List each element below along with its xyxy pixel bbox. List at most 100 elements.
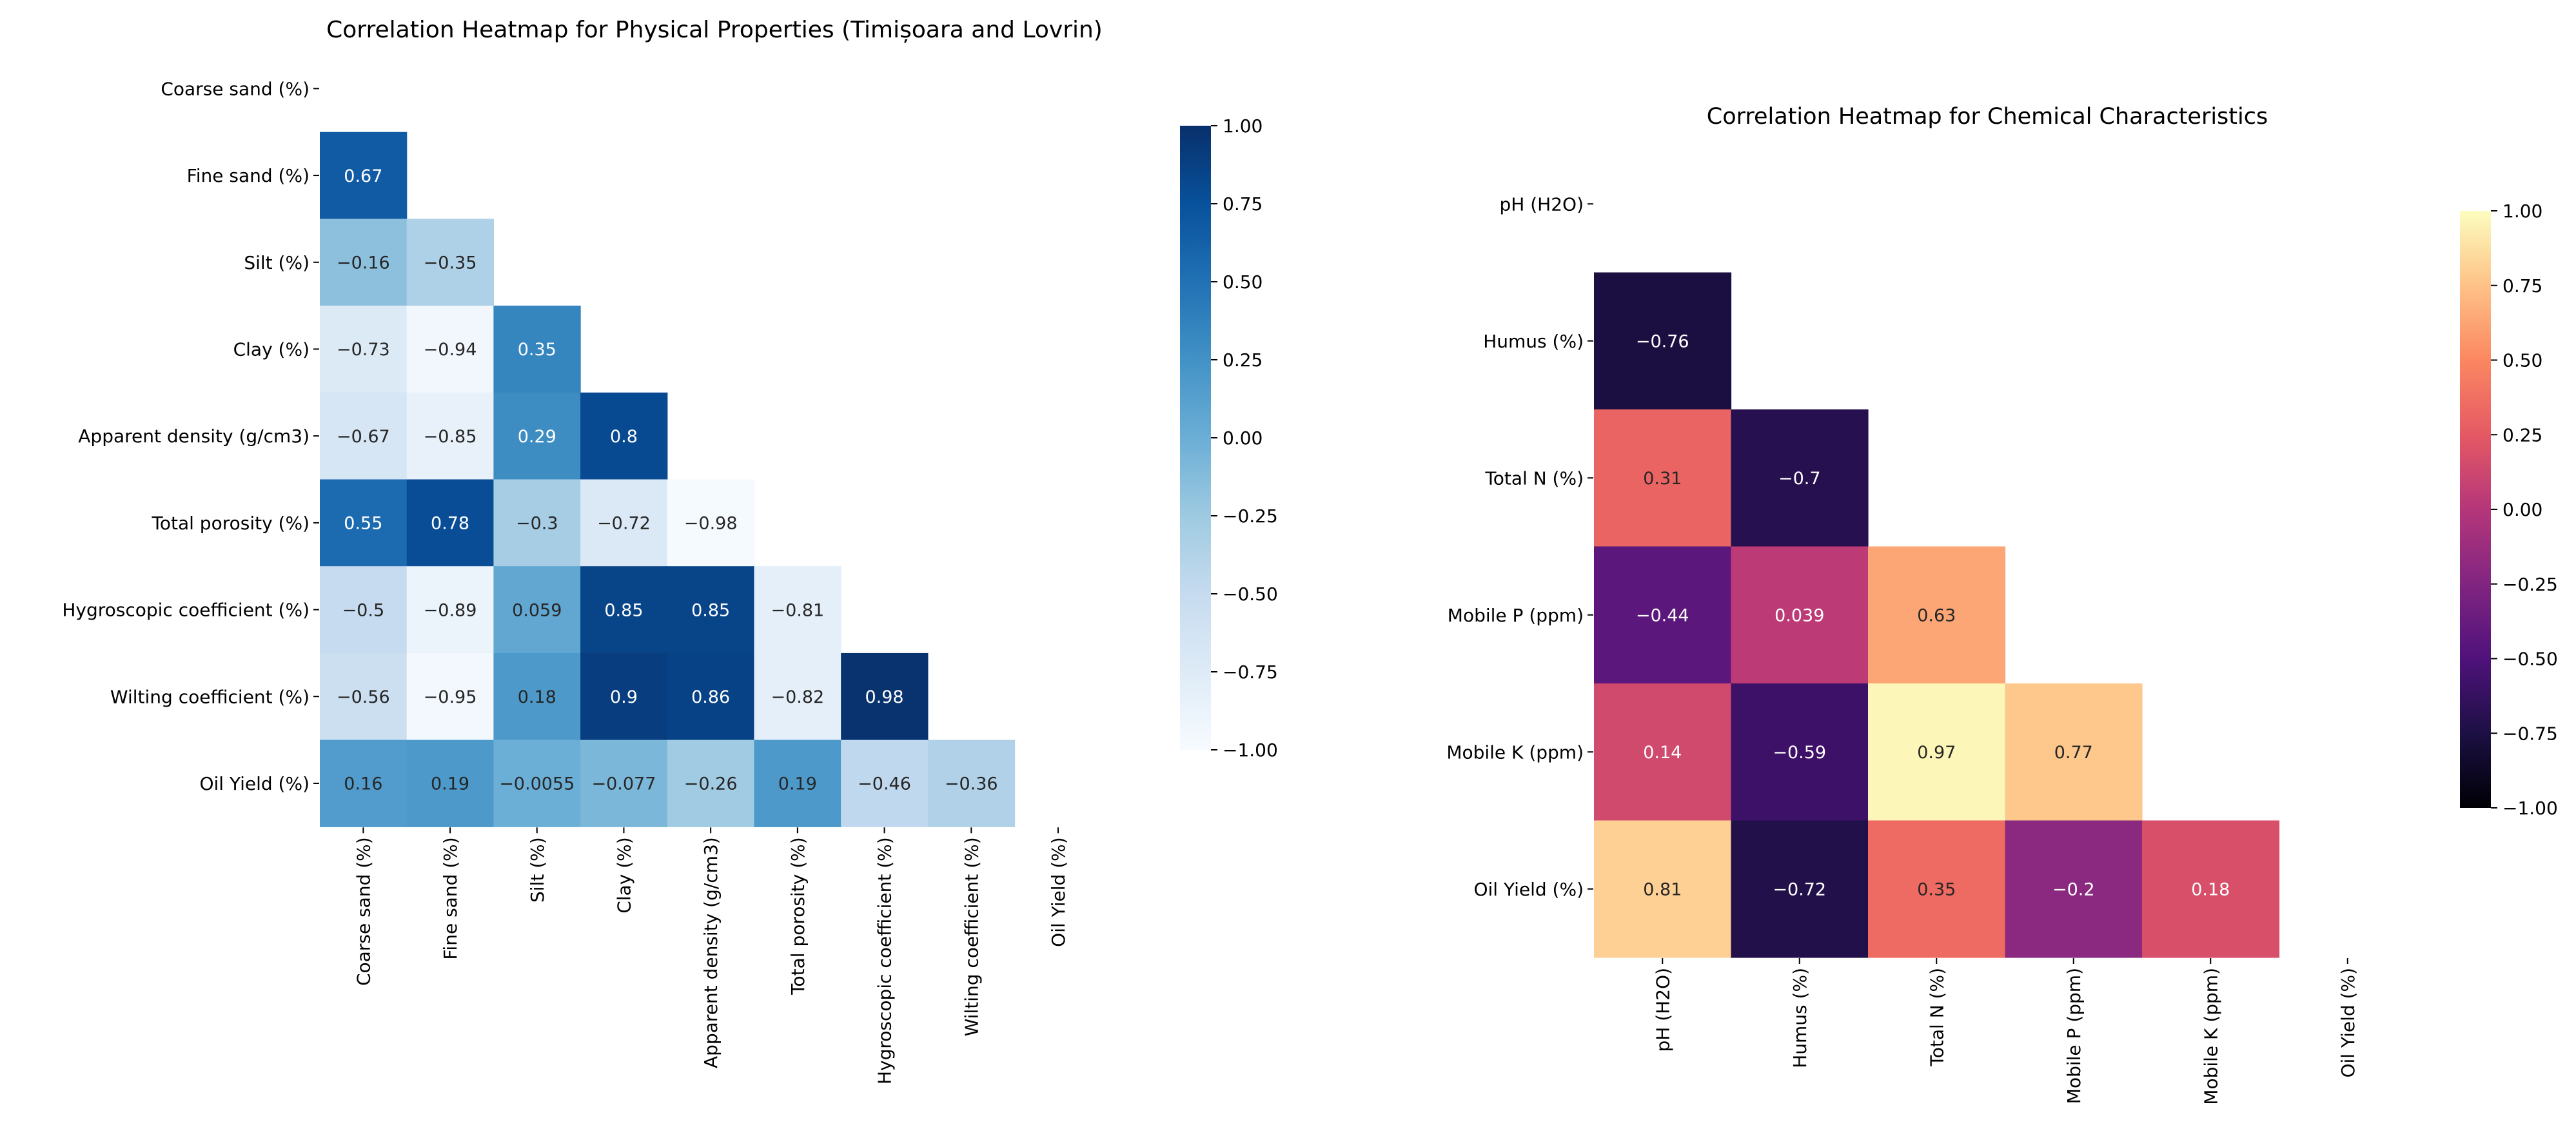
cell-value-label: 0.16 [344,774,382,794]
heatmap-cell [841,652,929,741]
heatmap-cells: 0.67 −0.16 −0.35 −0.73 −0.94 0.35 −0.67 −0.85 0.… [320,132,1016,827]
y-tick-label: Humus (%) [1483,331,1584,352]
colorbar-tick-label: 1.00 [2502,201,2542,222]
cell-value-label: 0.35 [1917,879,1956,899]
cell-value-label: −0.35 [424,253,477,273]
y-tick-label: Clay (%) [233,339,310,360]
chemical-characteristics-heatmap: Correlation Heatmap for Chemical Charact… [1446,104,2558,1105]
cell-value-label: 0.18 [2191,879,2230,899]
cell-value-label: −0.59 [1773,743,1826,763]
colorbar-tick-label: −0.50 [1223,583,1278,605]
colorbar-tick-label: −1.00 [1223,740,1278,761]
cell-value-label: −0.73 [337,340,390,360]
x-tick-label: Oil Yield (%) [1048,837,1069,947]
colorbar-scale [1180,126,1211,750]
y-tick-label: Mobile P (ppm) [1448,605,1584,626]
x-tick-label: Total N (%) [1926,968,1947,1067]
cell-value-label: −0.36 [945,774,998,794]
cell-value-label: 0.8 [610,427,638,447]
cell-value-label: 0.63 [1917,605,1956,625]
cell-value-label: 0.18 [518,687,556,707]
y-tick-label: Fine sand (%) [187,165,310,186]
heatmap-cell [1731,546,1869,684]
heatmap-cell [493,306,581,393]
heatmap-cell [1868,683,2006,821]
heatmap-cell [1594,272,1732,410]
cell-value-label: −0.89 [424,600,477,620]
cell-value-label: −0.76 [1636,331,1689,351]
colorbar-tick-label: −0.25 [1223,505,1278,527]
colorbar-tick-label: 0.50 [2502,350,2542,371]
x-tick-label: Mobile P (ppm) [2063,968,2085,1104]
heatmap-cell [320,132,408,219]
heatmap-cell [1731,409,1869,547]
heatmap-cell [406,479,494,567]
cell-value-label: −0.7 [1778,469,1821,489]
colorbar-tick-label: 0.25 [2502,424,2542,446]
x-tick-label: Oil Yield (%) [2337,968,2359,1078]
cell-value-label: 0.85 [691,600,730,620]
colorbar-scale [2460,211,2491,808]
cell-value-label: 0.14 [1643,743,1682,763]
heatmap-cell [1868,820,2006,958]
cell-value-label: −0.95 [424,687,477,707]
chart-title: Correlation Heatmap for Chemical Charact… [1707,104,2268,130]
y-axis: Coarse sand (%) Fine sand (%) Silt (%) Clay… [62,78,319,794]
heatmap-cell [580,479,668,567]
cell-value-label: 0.78 [431,514,469,534]
colorbar-tick-label: 0.00 [2502,499,2542,520]
cell-value-label: −0.94 [424,340,477,360]
x-tick-label: Humus (%) [1789,968,1811,1068]
heatmap-cell [320,392,408,480]
y-tick-label: Oil Yield (%) [199,773,310,794]
heatmap-cell [320,566,408,654]
x-tick-label: Clay (%) [614,837,635,913]
physical-properties-heatmap: Correlation Heatmap for Physical Propert… [62,17,1278,1084]
x-tick-label: Mobile K (ppm) [2200,968,2221,1105]
cell-value-label: 0.31 [1643,469,1682,489]
heatmap-cell [493,652,581,741]
cell-value-label: −0.85 [424,427,477,447]
cell-value-label: 0.81 [1643,879,1682,899]
cell-value-label: 0.86 [691,687,730,707]
heatmap-cell [754,652,841,741]
y-tick-label: Wilting coefficient (%) [110,686,310,707]
x-tick-label: Total porosity (%) [787,837,809,995]
colorbar-tick-label: 0.75 [1223,193,1263,215]
x-tick-label: Hygroscopic coefficient (%) [874,837,896,1084]
heatmap-cell [320,219,408,306]
x-tick-label: Silt (%) [527,837,548,903]
cell-value-label: −0.72 [597,514,651,534]
x-tick-label: Apparent density (g/cm3) [700,837,722,1068]
colorbar-tick-label: 0.50 [1223,271,1263,293]
colorbar-tick-label: 0.25 [1223,349,1263,371]
cell-value-label: 0.97 [1917,743,1956,763]
cell-value-label: 0.85 [604,600,643,620]
heatmap-cell [667,566,755,654]
cell-value-label: 0.77 [2054,743,2093,763]
heatmap-cell [1731,820,1869,958]
x-axis: pH (H2O) Humus (%) Total N (%) Mobile P (pp… [1652,958,2359,1105]
cell-value-label: 0.059 [512,600,562,620]
heatmap-cell [493,479,581,567]
cell-value-label: −0.44 [1636,605,1689,625]
heatmap-cell [493,392,581,480]
cell-value-label: −0.3 [516,514,558,534]
colorbar-tick-label: −0.50 [2502,649,2558,670]
heatmap-cell [320,740,408,827]
heatmap-cell [1868,546,2006,684]
heatmap-cell [841,740,929,827]
x-tick-label: Coarse sand (%) [353,837,374,986]
heatmap-cell [1594,683,1732,821]
heatmap-cell [406,306,494,393]
cell-value-label: −0.56 [337,687,390,707]
x-axis: Coarse sand (%) Fine sand (%) Silt (%) Clay… [353,827,1069,1084]
colorbar-tick-label: −0.75 [1223,662,1278,683]
chart-title: Correlation Heatmap for Physical Propert… [326,17,1103,43]
y-tick-label: Coarse sand (%) [161,78,310,99]
heatmap-cell [754,566,841,654]
cell-value-label: −0.2 [2052,879,2095,899]
heatmap-cells: −0.76 0.31 −0.7 −0.44 0.039 0.63 0.14 −0.59 0.97… [1594,272,2280,958]
cell-value-label: −0.67 [337,427,390,447]
